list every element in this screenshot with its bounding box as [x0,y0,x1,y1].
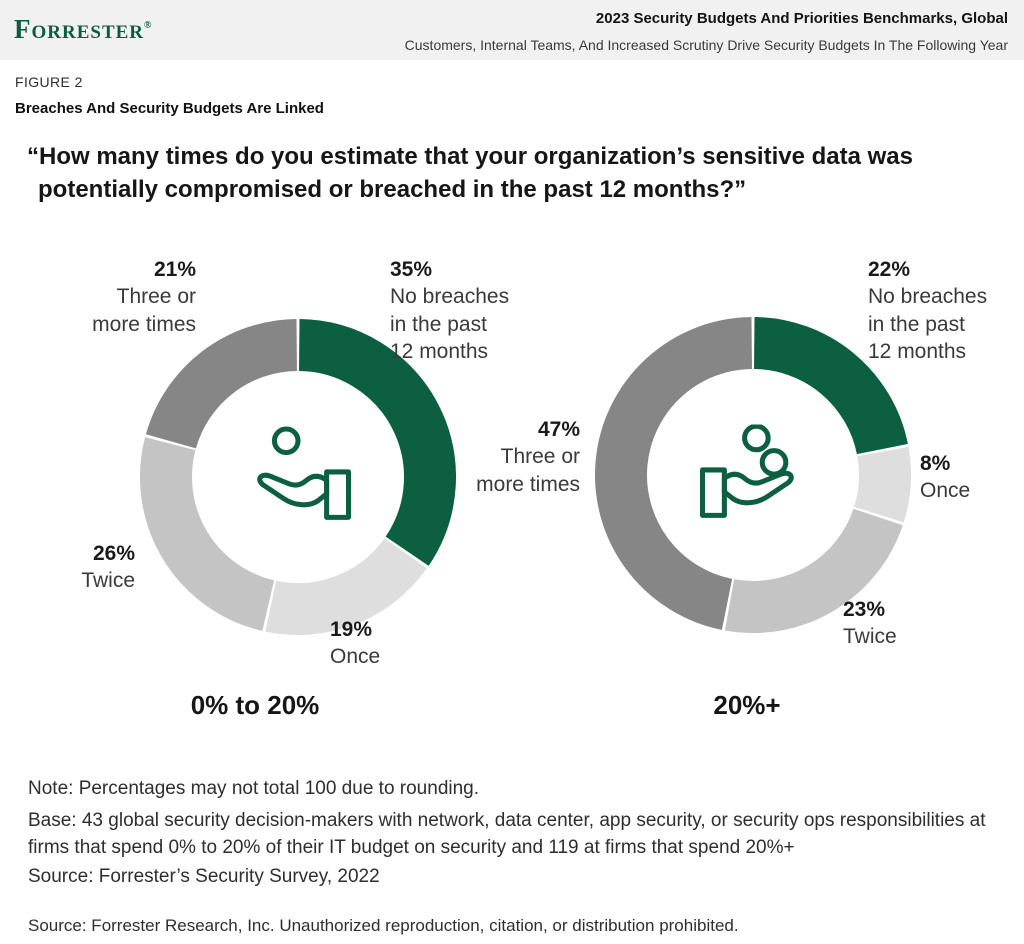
footer-copyright: Source: Forrester Research, Inc. Unautho… [28,916,739,935]
callout-no-breaches-left: 35% No breaches in the past 12 months [390,256,535,365]
callout-label: Three or more times [476,445,580,496]
donut-ring [140,319,456,635]
callout-pct: 47% [537,418,580,441]
callout-no-breaches-right: 22% No breaches in the past 12 months [868,256,1013,365]
callout-label: Twice [81,569,135,593]
header-titles: 2023 Security Budgets And Priorities Ben… [405,10,1008,53]
hand-receiving-coins-icon [694,423,812,526]
callout-pct: 19% [330,618,373,641]
callout-label: Once [920,479,971,503]
donut-ring [595,317,911,633]
callout-label: No breaches in the past 12 months [390,285,510,363]
callout-pct: 22% [868,258,911,281]
callout-pct: 8% [920,452,951,475]
logo-text: Forrester [14,14,145,44]
callout-once-right: 8% Once [920,450,1010,505]
callout-twice-left: 26% Twice [20,540,135,595]
callout-twice-right: 23% Twice [843,596,943,651]
figure-title: Breaches And Security Budgets Are Linked [15,100,324,117]
survey-question: “How many times do you estimate that you… [27,143,913,204]
forrester-logo: Forrester® [14,14,152,45]
base-text: Base: 43 global security decision-makers… [28,810,986,858]
figure-label: FIGURE 2 [15,74,83,90]
source-text: Source: Forrester’s Security Survey, 202… [28,866,380,887]
donut-chart-0-to-20 [140,319,456,635]
callout-pct: 26% [92,542,135,565]
callout-pct: 21% [153,258,196,281]
registered-mark: ® [144,20,152,31]
report-title: 2023 Security Budgets And Priorities Ben… [595,10,1008,27]
callout-three-or-more-left: 21% Three or more times [36,256,196,338]
callout-pct: 35% [390,258,433,281]
hand-receiving-coin-icon [239,426,357,528]
callout-label: Three or more times [92,285,196,336]
chart-caption-0-to-20: 0% to 20% [190,690,320,720]
donut-chart-20-plus [595,317,911,633]
callout-once-left: 19% Once [330,616,430,671]
callout-label: Once [330,645,381,669]
callout-pct: 23% [843,598,886,621]
note-text: Note: Percentages may not total 100 due … [28,778,480,799]
header-band: Forrester® 2023 Security Budgets And Pri… [0,0,1024,60]
chart-caption-20-plus: 20%+ [713,690,781,720]
callout-three-or-more-right: 47% Three or more times [430,416,580,498]
callout-label: Twice [843,625,897,649]
report-subtitle: Customers, Internal Teams, And Increased… [404,37,1008,53]
callout-label: No breaches in the past 12 months [868,285,988,363]
